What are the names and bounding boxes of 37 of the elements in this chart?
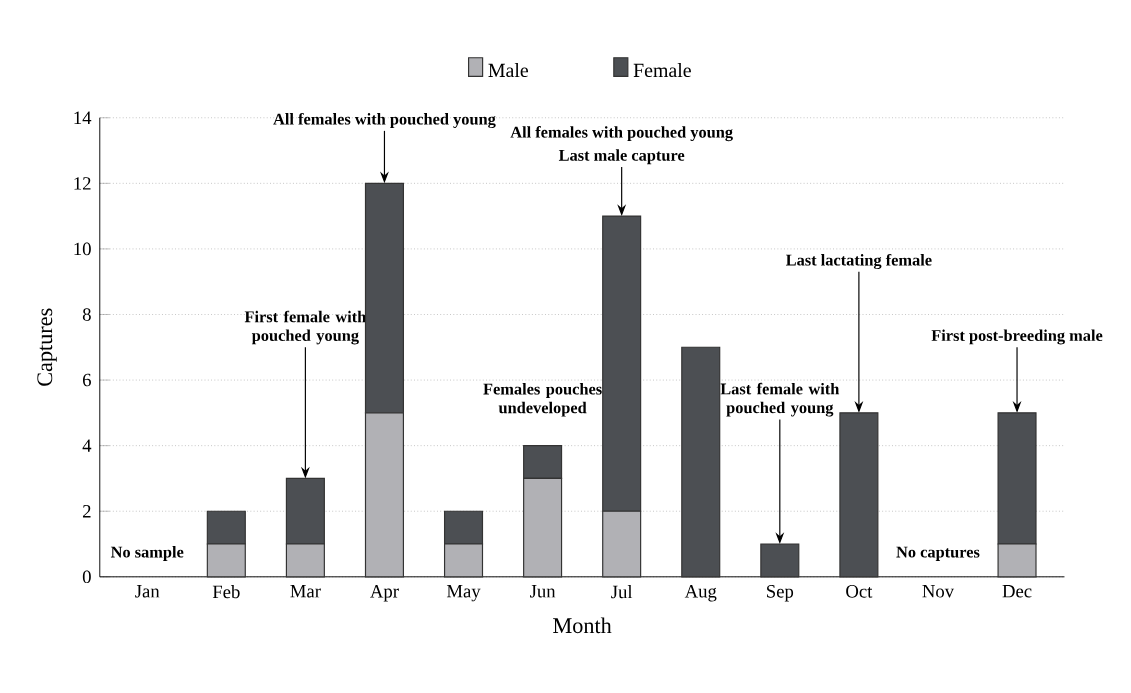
y-tick-label: 8 — [82, 308, 91, 321]
y-tick-label: 12 — [74, 177, 91, 190]
annotation: Last male capture — [558, 149, 685, 165]
x-tick-label: Aug — [684, 584, 717, 602]
x-tick-label: Dec — [1002, 584, 1032, 598]
legend-label: Female — [633, 62, 691, 77]
y-tick-label: 4 — [82, 439, 92, 452]
bar — [760, 543, 800, 578]
annotation: All females with pouched young — [273, 112, 496, 128]
x-tick-label: Sep — [767, 584, 794, 602]
annotation: Females pouches undeveloped — [483, 382, 602, 417]
x-tick-label: Jul — [611, 584, 633, 599]
annotation: First female with pouched young — [244, 310, 367, 345]
legend-label: Male — [488, 62, 529, 77]
x-tick-label: Jan — [135, 584, 160, 598]
x-tick-label: Feb — [212, 584, 240, 599]
bar — [839, 412, 879, 578]
y-tick-label: 6 — [82, 373, 91, 387]
annotation: Last lactating female — [786, 253, 932, 269]
x-tick-label: Nov — [922, 584, 955, 598]
y-tick-label: 2 — [82, 504, 91, 518]
y-tick-label: 14 — [74, 111, 92, 124]
y-tick-label: 10 — [74, 242, 91, 256]
x-tick-label: May — [446, 584, 481, 602]
annotation: Last female with pouched young — [720, 382, 840, 417]
y-axis-title: Captures — [37, 308, 57, 386]
annotation: All females with pouched young — [510, 125, 733, 142]
x-axis-title: Month — [553, 617, 612, 634]
x-tick-label: Jun — [530, 584, 556, 598]
x-tick-label: Apr — [370, 584, 399, 602]
annotation: First post-breeding male — [931, 329, 1103, 345]
annotation: No sample — [110, 545, 184, 561]
x-tick-label: Oct — [846, 584, 873, 598]
y-tick-label: 0 — [82, 570, 91, 584]
x-tick-label: Mar — [290, 584, 321, 598]
annotation: No captures — [896, 546, 980, 561]
bar — [681, 346, 721, 578]
